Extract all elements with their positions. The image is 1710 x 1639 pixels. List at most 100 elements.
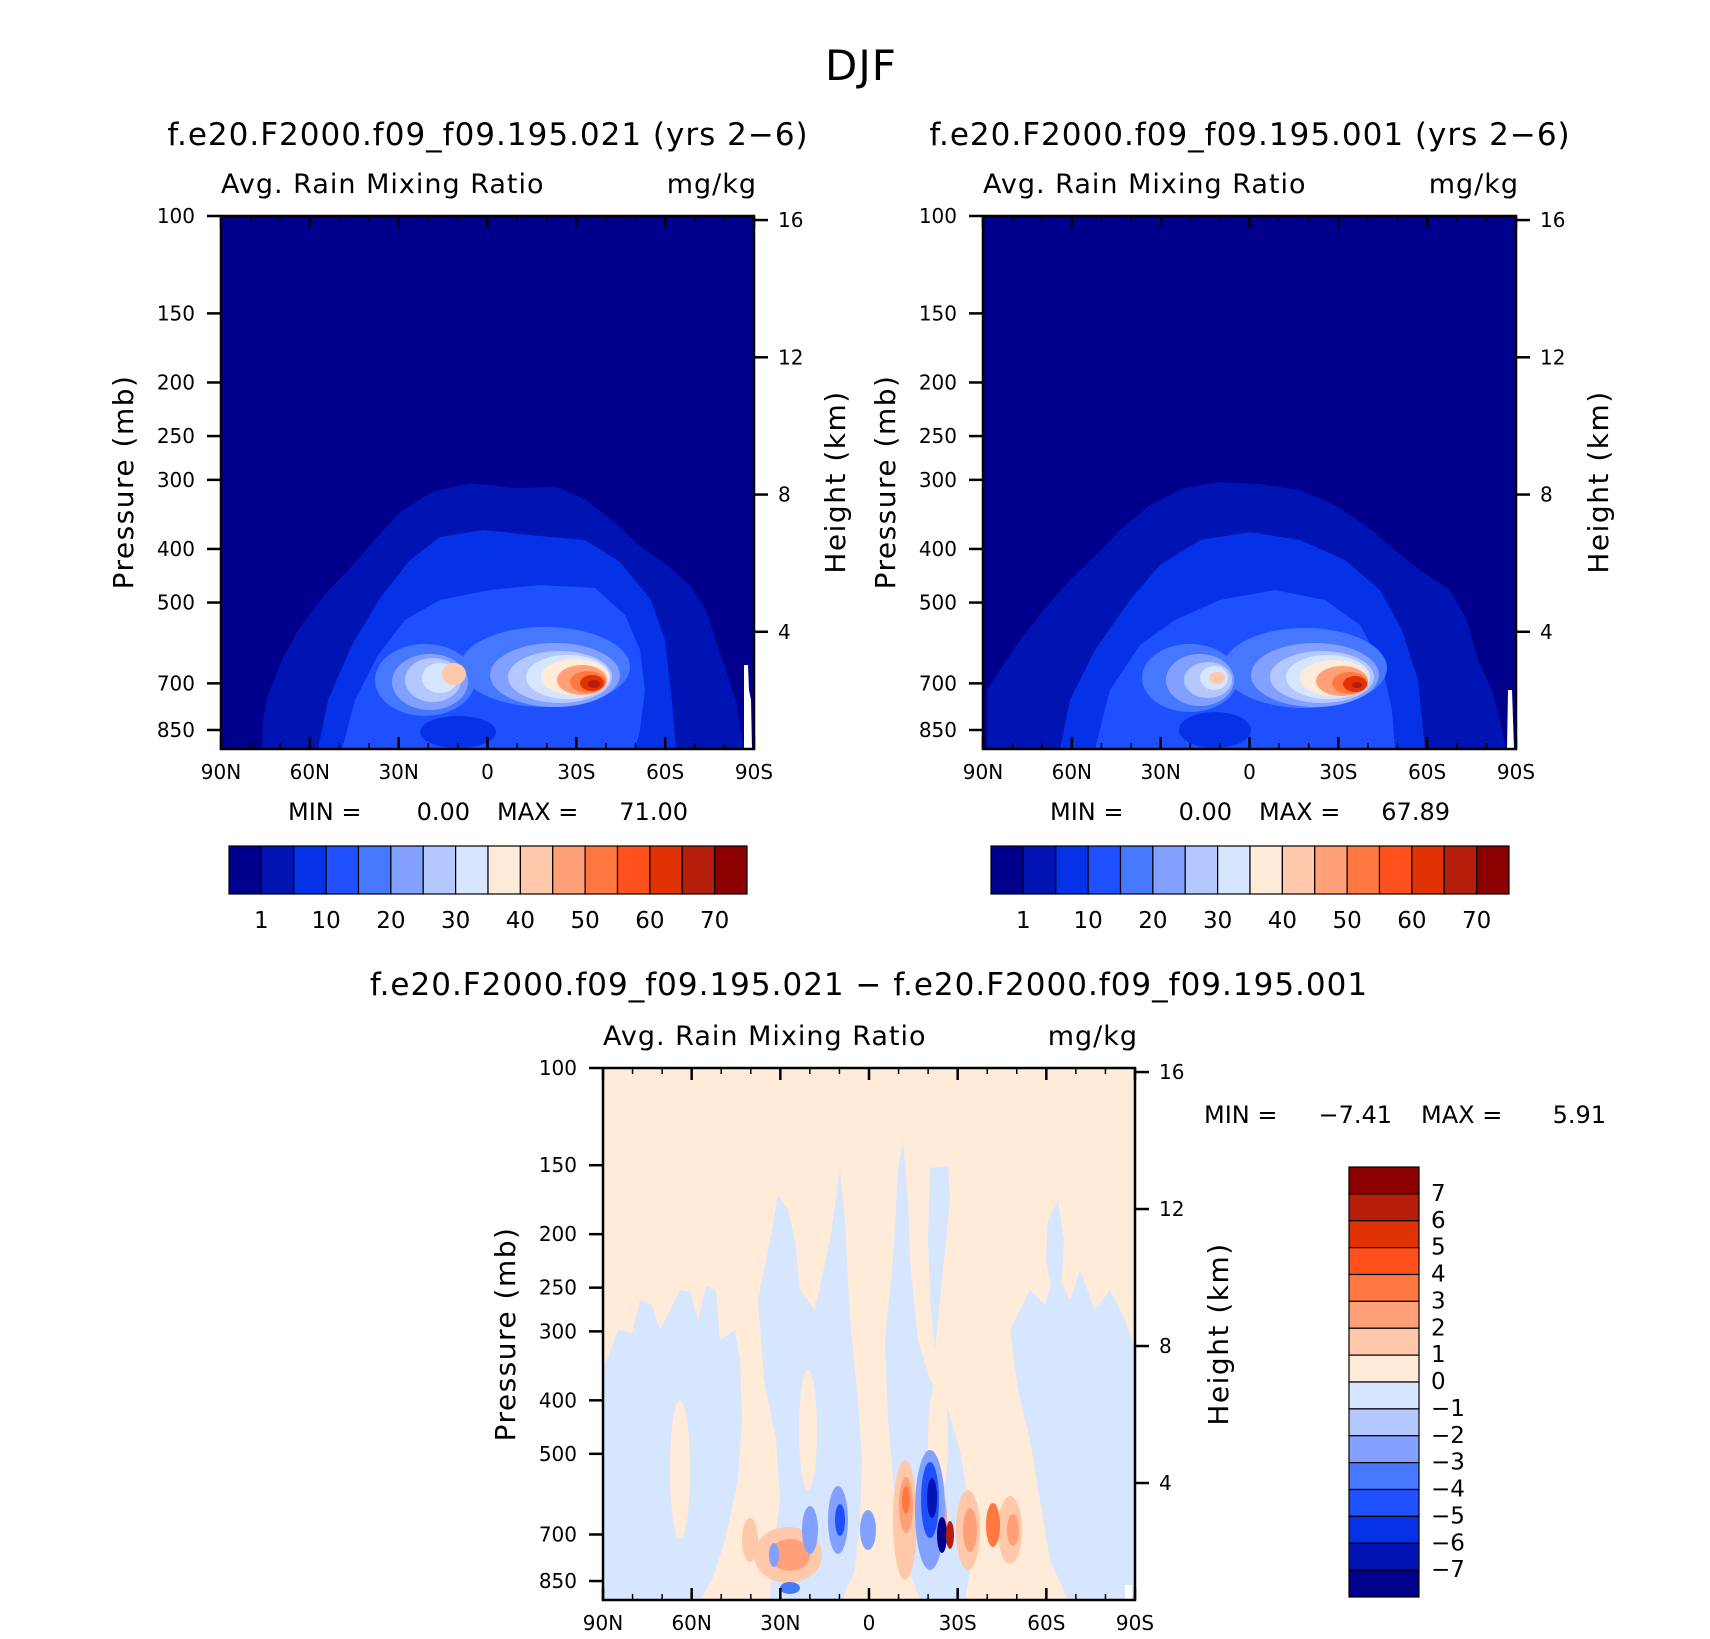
panel-2-variable: Avg. Rain Mixing Ratio (983, 169, 1307, 200)
panel-2-units: mg/kg (1429, 169, 1519, 200)
panel-2-xtick-label: 90N (963, 760, 1003, 784)
panel-1-missing (744, 665, 752, 749)
panel-3-ytick-label: 150 (539, 1153, 577, 1177)
colorbar-box (681, 845, 716, 895)
colorbar-box (1476, 845, 1510, 895)
colorbar-box (1022, 845, 1057, 895)
panel-2-xtick-label: 90S (1497, 760, 1535, 784)
panel-3-ytick-label: 200 (539, 1222, 577, 1246)
panel-1-ytick-right-label: 12 (778, 345, 803, 369)
panel-1-ylabel-right: Height (km) (819, 390, 852, 573)
colorbar-label: 5 (1431, 1235, 1446, 1261)
colorbar-box (1055, 845, 1089, 895)
panel-2-plot (983, 216, 1516, 749)
panel-2-ylabel: Pressure (mb) (869, 375, 902, 590)
colorbar-label: −5 (1431, 1503, 1465, 1529)
panel-3-ytick-label: 700 (539, 1522, 577, 1546)
colorbar-box (1348, 1193, 1420, 1222)
colorbar-label: 50 (570, 908, 599, 934)
panel-3-missing (1125, 1585, 1132, 1600)
colorbar-label: 70 (700, 908, 729, 934)
colorbar-box (1348, 1435, 1420, 1464)
panel-2-ytick-label: 150 (919, 301, 957, 325)
colorbar-label: 2 (1431, 1315, 1446, 1341)
colorbar-box (1348, 1247, 1420, 1276)
panel-3-max-value: 5.91 (1553, 1101, 1606, 1129)
panel-3: f.e20.F2000.f09_f09.195.021 − f.e20.F200… (370, 967, 1606, 1635)
panel-1-variable: Avg. Rain Mixing Ratio (221, 169, 545, 200)
colorbar-box (519, 845, 554, 895)
panel-3-plot (603, 1068, 1135, 1600)
panel-1-plot (221, 216, 754, 749)
panel-3-xtick-label: 0 (863, 1611, 876, 1635)
colorbar-label: 1 (1016, 908, 1031, 934)
colorbar-box (228, 845, 262, 895)
panel-1-xtick-label: 90S (735, 760, 773, 784)
panel-1-max-value: 71.00 (619, 798, 688, 826)
panel-2-ytick-right-label: 4 (1540, 620, 1553, 644)
panel-1-xtick-label: 60N (290, 760, 330, 784)
colorbar-label: 60 (635, 908, 664, 934)
panel-1-ytick-right-label: 4 (778, 620, 791, 644)
panel-1-colorbar: 1 10 20 30 40 50 60 70 (228, 845, 748, 934)
colorbar-box (1348, 1408, 1420, 1437)
panel-2-ytick-label: 400 (919, 537, 957, 561)
panel-3-neg-d3 (927, 1478, 937, 1518)
colorbar-label: 40 (1268, 908, 1297, 934)
panel-1-level-8b (442, 663, 466, 685)
panel-3-pos-west-tongue (670, 1400, 690, 1540)
colorbar-box (357, 845, 392, 895)
colorbar-label: 4 (1431, 1262, 1446, 1288)
panel-2-ytick-right-label: 8 (1540, 483, 1553, 507)
panel-2-xtick-label: 0 (1243, 760, 1256, 784)
panel-3-ytick-right-label: 12 (1159, 1197, 1184, 1221)
panel-3-max-label: MAX = (1421, 1101, 1502, 1129)
panel-3-neg-c (860, 1510, 876, 1550)
panel-2-missing (1507, 690, 1514, 749)
figure-title: DJF (825, 41, 897, 90)
panel-2-xtick-label: 30S (1319, 760, 1357, 784)
panel-3-xtick-label: 30S (939, 1611, 977, 1635)
panel-1-ytick-label: 300 (157, 468, 195, 492)
colorbar-box (1348, 1488, 1420, 1517)
panel-2-xtick-label: 60S (1408, 760, 1446, 784)
colorbar-box (455, 845, 489, 895)
panel-2-ytick-label: 200 (919, 370, 957, 394)
panel-2-level-12 (1352, 682, 1362, 688)
colorbar-box (1314, 845, 1348, 895)
panel-2-ytick-label: 300 (919, 468, 957, 492)
panel-1-units: mg/kg (667, 169, 757, 200)
panel-3-xtick-label: 90N (583, 1611, 623, 1635)
panel-1-ytick-label: 700 (157, 671, 195, 695)
panel-3-variable: Avg. Rain Mixing Ratio (603, 1021, 927, 1052)
colorbar-box (487, 845, 521, 895)
colorbar-box (1348, 1462, 1420, 1491)
colorbar-box (1348, 1542, 1420, 1571)
panel-3-pos-central-tongue (799, 1370, 817, 1490)
panel-2: f.e20.F2000.f09_f09.195.001 (yrs 2−6) Av… (869, 117, 1615, 934)
colorbar-box (1348, 1569, 1420, 1598)
panel-3-ytick-label: 500 (539, 1442, 577, 1466)
panel-3-pos-max (946, 1521, 954, 1549)
panel-2-ytick-label: 850 (919, 718, 957, 742)
panel-2-ytick-label: 250 (919, 424, 957, 448)
colorbar-label: −1 (1431, 1396, 1465, 1422)
panel-3-ylabel: Pressure (mb) (489, 1227, 522, 1442)
panel-3-pos-g (986, 1503, 1000, 1547)
colorbar-box (1348, 1166, 1420, 1195)
colorbar-box (1348, 1354, 1420, 1383)
colorbar-label: 20 (1138, 908, 1167, 934)
panel-2-low-blob (1179, 712, 1251, 748)
panel-2-ytick-label: 700 (919, 671, 957, 695)
colorbar-box (1184, 845, 1219, 895)
colorbar-label: 70 (1462, 908, 1491, 934)
panel-1-low-blob (420, 716, 496, 748)
panel-2-ytick-label: 100 (919, 204, 957, 228)
panel-3-pos-d2 (963, 1508, 977, 1552)
panel-3-title: f.e20.F2000.f09_f09.195.021 − f.e20.F200… (370, 967, 1368, 1003)
colorbar-label: 1 (254, 908, 269, 934)
panel-3-neg-e (769, 1543, 779, 1567)
panel-2-min-value: 0.00 (1179, 798, 1232, 826)
panel-2-ytick-label: 500 (919, 591, 957, 615)
panel-3-neg-b2 (835, 1504, 845, 1536)
